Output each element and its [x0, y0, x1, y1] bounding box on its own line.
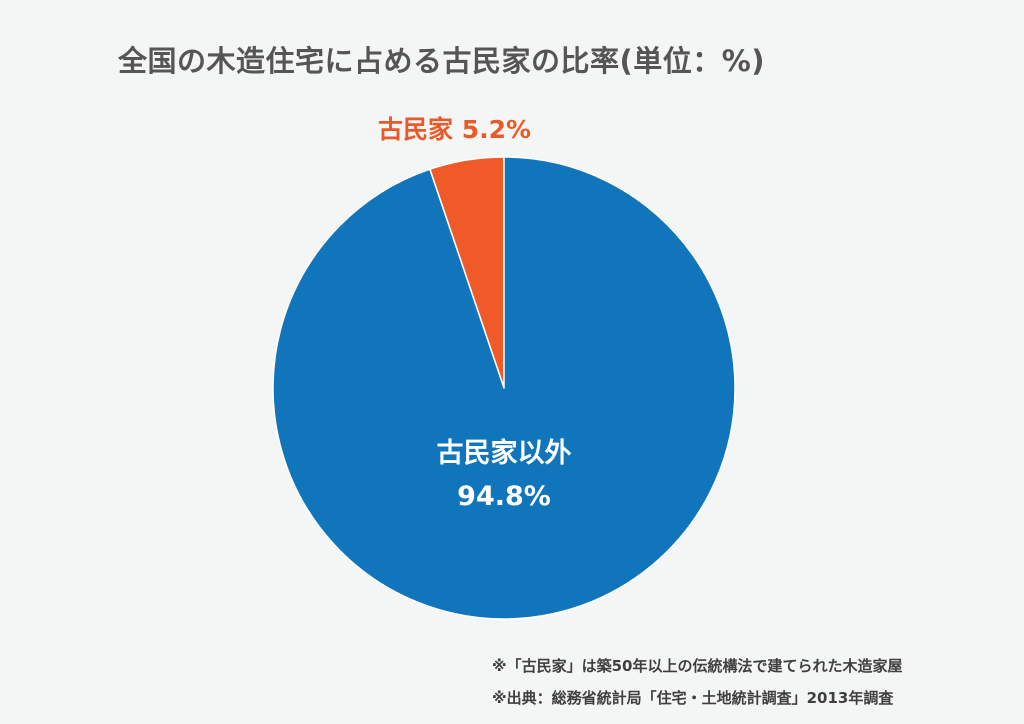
slice-label-kominka: 古民家 5.2%: [378, 110, 531, 146]
slice-label-other: 古民家以外 94.8%: [437, 432, 572, 518]
slice-name-other: 古民家以外: [436, 438, 572, 469]
chart-title: 全国の木造住宅に占める古民家の比率(単位：%): [118, 44, 766, 78]
footnote-source: ※出典：総務省統計局「住宅・土地統計調査」2013年調査: [492, 689, 894, 707]
footnote-definition: ※「古民家」は築50年以上の伝統構法で建てられた木造家屋: [492, 657, 903, 675]
slice-value-kominka: 5.2%: [461, 115, 532, 144]
slice-value-other: 94.8%: [457, 481, 551, 513]
footnotes: ※「古民家」は築50年以上の伝統構法で建てられた木造家屋 ※出典：総務省統計局「…: [492, 650, 902, 714]
slice-name-kominka: 古民家: [378, 115, 454, 144]
pie-slice-other: [272, 156, 736, 620]
